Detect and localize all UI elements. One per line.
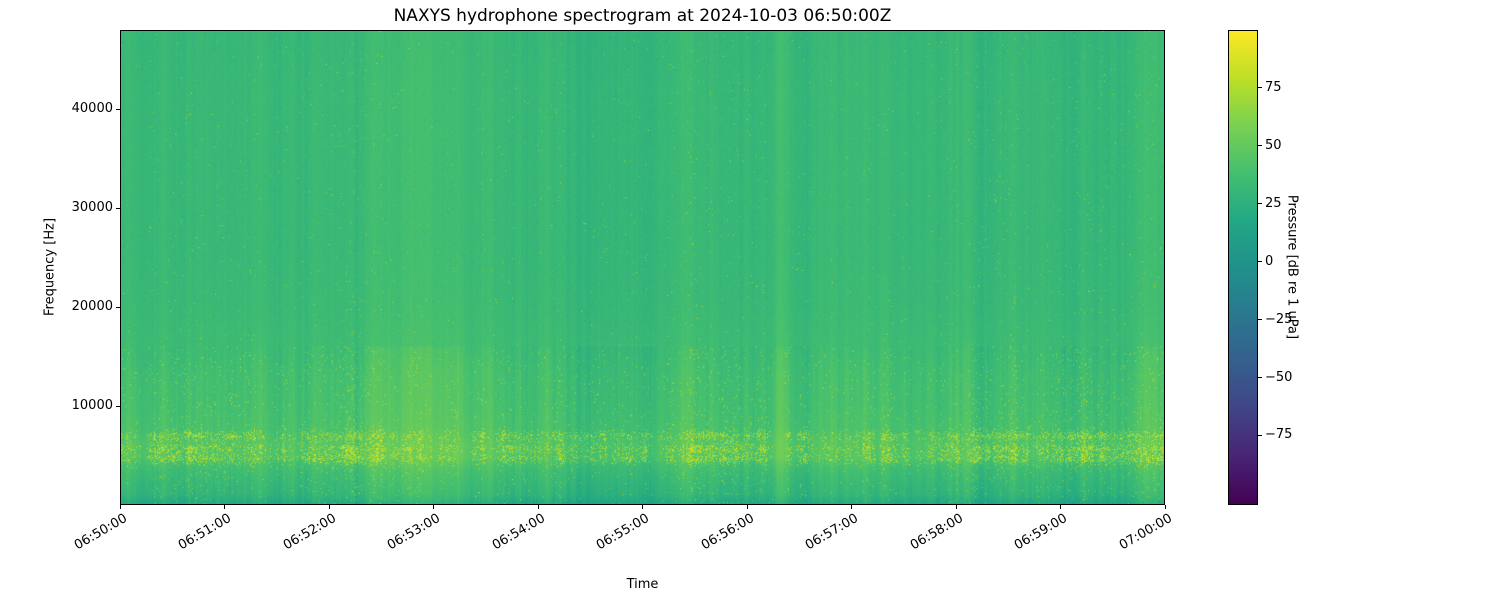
y-tick-mark [116, 405, 120, 407]
colorbar-tick-label: 75 [1265, 79, 1282, 95]
x-tick-mark [328, 505, 330, 509]
chart-title: NAXYS hydrophone spectrogram at 2024-10-… [393, 6, 892, 26]
x-tick-mark [1060, 505, 1061, 509]
x-axis-label: Time [626, 577, 659, 592]
x-tick-label: 06:50:00 [71, 511, 130, 554]
x-tick-label: 07:00:00 [1116, 511, 1175, 554]
x-tick-mark [746, 505, 748, 509]
y-axis-label: Frequency [Hz] [42, 217, 58, 317]
colorbar-tick-mark [1258, 434, 1262, 436]
colorbar-canvas [1229, 31, 1257, 504]
colorbar-tick-mark [1258, 377, 1262, 379]
colorbar-tick-label: 0 [1265, 253, 1274, 269]
x-tick-label: 06:54:00 [489, 511, 548, 554]
x-tick-mark [851, 505, 852, 509]
y-tick-mark [116, 108, 120, 110]
colorbar-tick-label: −50 [1265, 369, 1293, 385]
colorbar-label: Pressure [dB re 1 uPa] [1284, 194, 1300, 340]
colorbar-tick-mark [1258, 87, 1262, 89]
x-tick-label: 06:51:00 [175, 511, 234, 554]
y-tick-mark [116, 207, 120, 209]
plot-area [120, 30, 1165, 505]
spectrogram-canvas [121, 31, 1164, 504]
x-tick-label: 06:59:00 [1011, 511, 1070, 554]
colorbar-tick-mark [1258, 261, 1262, 263]
x-tick-label: 06:56:00 [698, 511, 757, 554]
colorbar-tick-label: −25 [1265, 311, 1293, 327]
x-tick-label: 06:58:00 [907, 511, 966, 554]
colorbar-tick-mark [1258, 319, 1262, 321]
x-tick-label: 06:55:00 [593, 511, 652, 554]
colorbar-tick-label: 25 [1265, 195, 1282, 211]
y-tick-label: 30000 [71, 200, 113, 216]
x-tick-label: 06:53:00 [384, 511, 443, 554]
y-tick-label: 20000 [71, 299, 113, 315]
colorbar-tick-mark [1258, 203, 1262, 205]
x-tick-mark [119, 505, 121, 509]
x-tick-mark [433, 505, 434, 509]
y-tick-mark [116, 306, 120, 308]
y-tick-label: 10000 [71, 398, 113, 414]
x-tick-mark [224, 505, 225, 509]
x-tick-label: 06:52:00 [280, 511, 339, 554]
colorbar-tick-label: −75 [1265, 427, 1293, 443]
colorbar-tick-label: 50 [1265, 137, 1282, 153]
colorbar-tick-mark [1258, 145, 1262, 147]
x-tick-mark [1164, 505, 1166, 509]
x-tick-mark [537, 505, 539, 509]
x-tick-mark [642, 505, 643, 509]
y-tick-label: 40000 [71, 101, 113, 117]
x-tick-mark [955, 505, 957, 509]
colorbar [1228, 30, 1258, 505]
x-tick-label: 06:57:00 [802, 511, 861, 554]
